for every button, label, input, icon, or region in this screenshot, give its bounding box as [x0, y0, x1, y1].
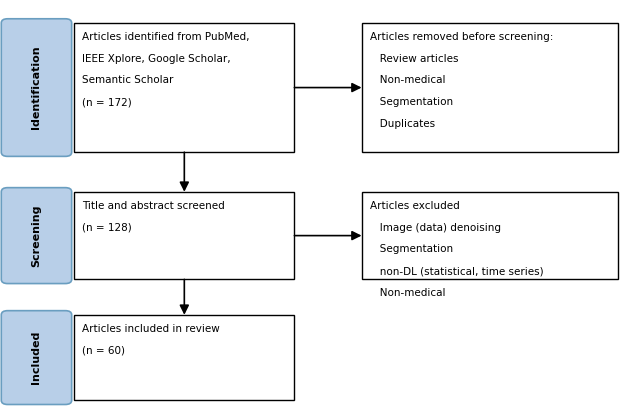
Text: Review articles: Review articles	[370, 54, 458, 64]
FancyBboxPatch shape	[74, 192, 294, 279]
FancyBboxPatch shape	[74, 23, 294, 152]
Text: Non-medical: Non-medical	[370, 288, 445, 298]
FancyBboxPatch shape	[1, 311, 72, 404]
Text: Articles removed before screening:: Articles removed before screening:	[370, 32, 554, 42]
Text: (n = 60): (n = 60)	[82, 346, 125, 356]
Text: IEEE Xplore, Google Scholar,: IEEE Xplore, Google Scholar,	[82, 54, 230, 64]
FancyBboxPatch shape	[1, 19, 72, 156]
Text: Semantic Scholar: Semantic Scholar	[82, 75, 173, 85]
Text: Identification: Identification	[31, 46, 42, 129]
FancyBboxPatch shape	[1, 188, 72, 284]
Text: (n = 128): (n = 128)	[82, 223, 132, 233]
FancyBboxPatch shape	[74, 315, 294, 400]
Text: Duplicates: Duplicates	[370, 119, 435, 129]
Text: non-DL (statistical, time series): non-DL (statistical, time series)	[370, 266, 543, 276]
Text: Articles included in review: Articles included in review	[82, 324, 220, 334]
Text: Articles identified from PubMed,: Articles identified from PubMed,	[82, 32, 250, 42]
Text: Non-medical: Non-medical	[370, 75, 445, 85]
Text: Title and abstract screened: Title and abstract screened	[82, 201, 225, 211]
Text: (n = 172): (n = 172)	[82, 97, 132, 107]
FancyBboxPatch shape	[362, 23, 618, 152]
Text: Segmentation: Segmentation	[370, 244, 453, 254]
Text: Segmentation: Segmentation	[370, 97, 453, 107]
Text: Screening: Screening	[31, 204, 42, 267]
Text: Image (data) denoising: Image (data) denoising	[370, 223, 501, 233]
Text: Included: Included	[31, 331, 42, 384]
Text: Articles excluded: Articles excluded	[370, 201, 460, 211]
FancyBboxPatch shape	[362, 192, 618, 279]
